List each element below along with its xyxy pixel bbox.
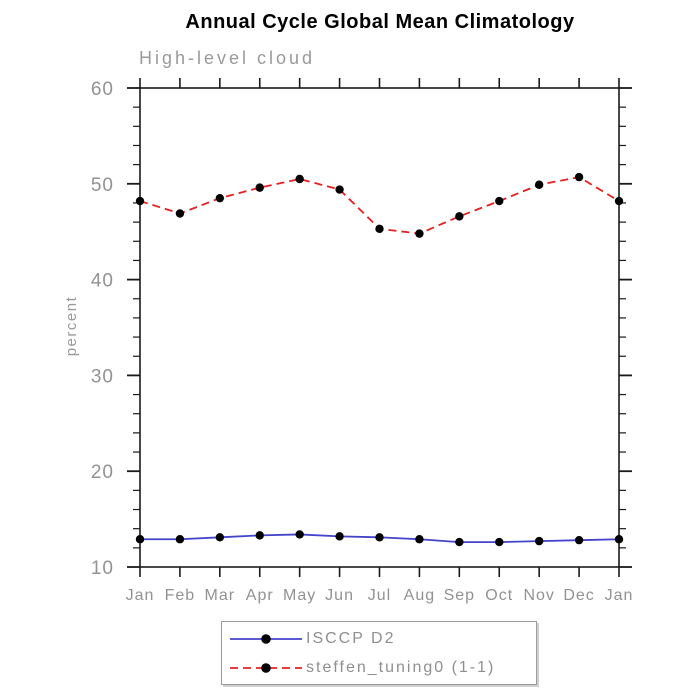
- data-point-marker: [215, 533, 225, 542]
- y-tick-label: 50: [91, 175, 114, 196]
- legend-marker-icon: [261, 633, 271, 644]
- x-tick-label: Aug: [404, 587, 435, 604]
- chart-subtitle: High-level cloud: [139, 48, 316, 68]
- legend-item: steffen_tuning0 (1-1): [226, 653, 536, 682]
- y-tick-label: 10: [91, 558, 114, 579]
- data-point-marker: [175, 535, 185, 544]
- data-point-marker: [614, 535, 624, 544]
- data-point-marker: [574, 172, 584, 182]
- x-tick-label: Apr: [246, 587, 274, 604]
- plot-frame: [139, 87, 620, 568]
- data-point-marker: [375, 224, 384, 234]
- legend-sample-dashed-line-icon: [230, 662, 302, 673]
- legend-marker-icon: [261, 662, 271, 673]
- x-tick-label: Feb: [165, 587, 196, 604]
- y-tick-label: 20: [91, 462, 114, 483]
- legend-sample-solid-line-icon: [230, 633, 302, 644]
- data-point-marker: [335, 185, 344, 194]
- data-point-marker: [495, 196, 504, 206]
- data-point-marker: [135, 196, 145, 206]
- x-tick-label: May: [283, 587, 316, 604]
- x-tick-label: Sep: [444, 587, 475, 604]
- data-point-marker: [534, 536, 544, 546]
- data-point-marker: [375, 533, 384, 542]
- data-point-marker: [574, 535, 584, 545]
- data-point-marker: [534, 180, 544, 189]
- chart-title: Annual Cycle Global Mean Climatology: [185, 11, 575, 33]
- data-point-marker: [255, 531, 264, 540]
- data-point-marker: [215, 193, 225, 203]
- x-tick-label: Jul: [368, 587, 391, 604]
- x-tick-label: Oct: [485, 587, 513, 604]
- data-point-marker: [455, 212, 464, 221]
- x-tick-label: Mar: [205, 587, 236, 604]
- y-tick-label: 60: [91, 79, 114, 100]
- data-point-marker: [295, 530, 304, 539]
- data-point-marker: [495, 537, 504, 547]
- data-point-marker: [175, 209, 185, 218]
- data-point-marker: [455, 537, 464, 547]
- data-point-marker: [415, 535, 424, 544]
- legend: ISCCP D2 steffen_tuning0 (1-1): [221, 621, 537, 685]
- data-point-marker: [335, 532, 344, 541]
- y-tick-label: 40: [91, 271, 114, 292]
- legend-label: steffen_tuning0 (1-1): [306, 658, 496, 676]
- data-point-marker: [614, 196, 624, 206]
- x-tick-label: Jan: [605, 587, 634, 604]
- legend-item: ISCCP D2: [226, 624, 536, 653]
- data-point-marker: [135, 535, 145, 544]
- x-tick-label: Jan: [126, 587, 155, 604]
- x-tick-label: Nov: [523, 587, 554, 604]
- data-point-marker: [255, 183, 264, 192]
- data-point-marker: [415, 229, 424, 238]
- x-tick-label: Jun: [325, 587, 354, 604]
- plot-area: 10 20 30 40 50 60 Jan Feb Mar Apr May Jun Jul Aug Sep O…: [91, 78, 634, 604]
- data-point-marker: [295, 174, 304, 184]
- y-tick-label: 30: [91, 366, 114, 387]
- x-tick-label: Dec: [563, 587, 594, 604]
- legend-label: ISCCP D2: [306, 629, 396, 647]
